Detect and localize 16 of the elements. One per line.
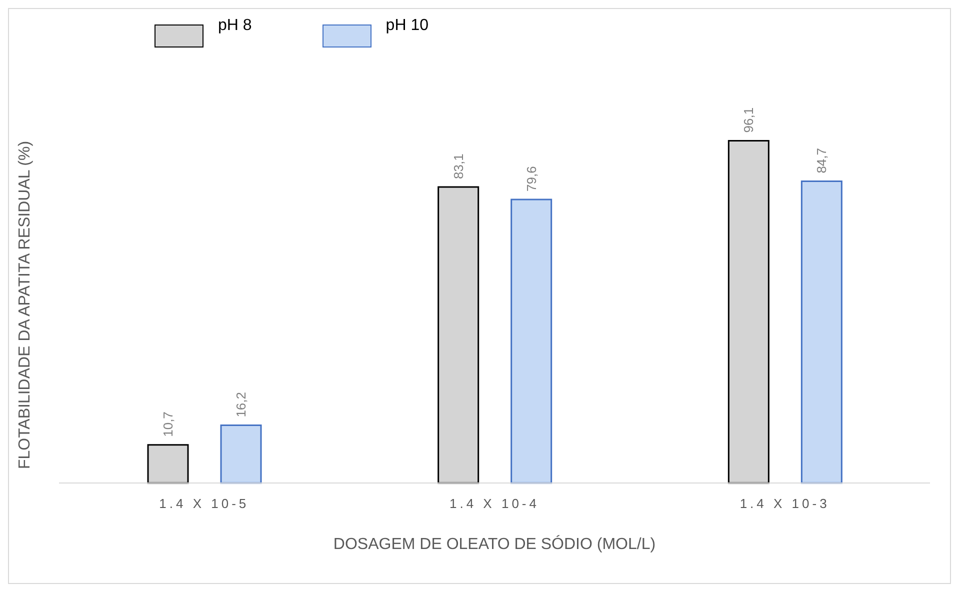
x-axis-title: DOSAGEM DE OLEATO DE SÓDIO (MOL/L)	[333, 535, 656, 553]
bar	[220, 424, 262, 484]
data-label: 84,7	[814, 148, 830, 174]
bar	[800, 180, 842, 484]
legend-label: pH 8	[218, 17, 252, 35]
data-label: 16,2	[234, 392, 248, 418]
x-tick-label: 1.4 X 10-3	[740, 496, 830, 512]
data-label: 79,6	[524, 166, 539, 192]
legend-label: pH 10	[386, 17, 428, 35]
data-label: 83,1	[450, 154, 466, 179]
bar	[510, 198, 552, 484]
x-tick-label: 1.4 X 10-5	[159, 496, 250, 512]
y-axis-title: FLOTABILIDADE DA APATITA RESIDUAL (%)	[16, 140, 34, 470]
data-label: 10,7	[160, 412, 176, 437]
data-label: 96,1	[741, 107, 756, 133]
x-tick-label: 1.4 X 10-4	[450, 496, 540, 512]
